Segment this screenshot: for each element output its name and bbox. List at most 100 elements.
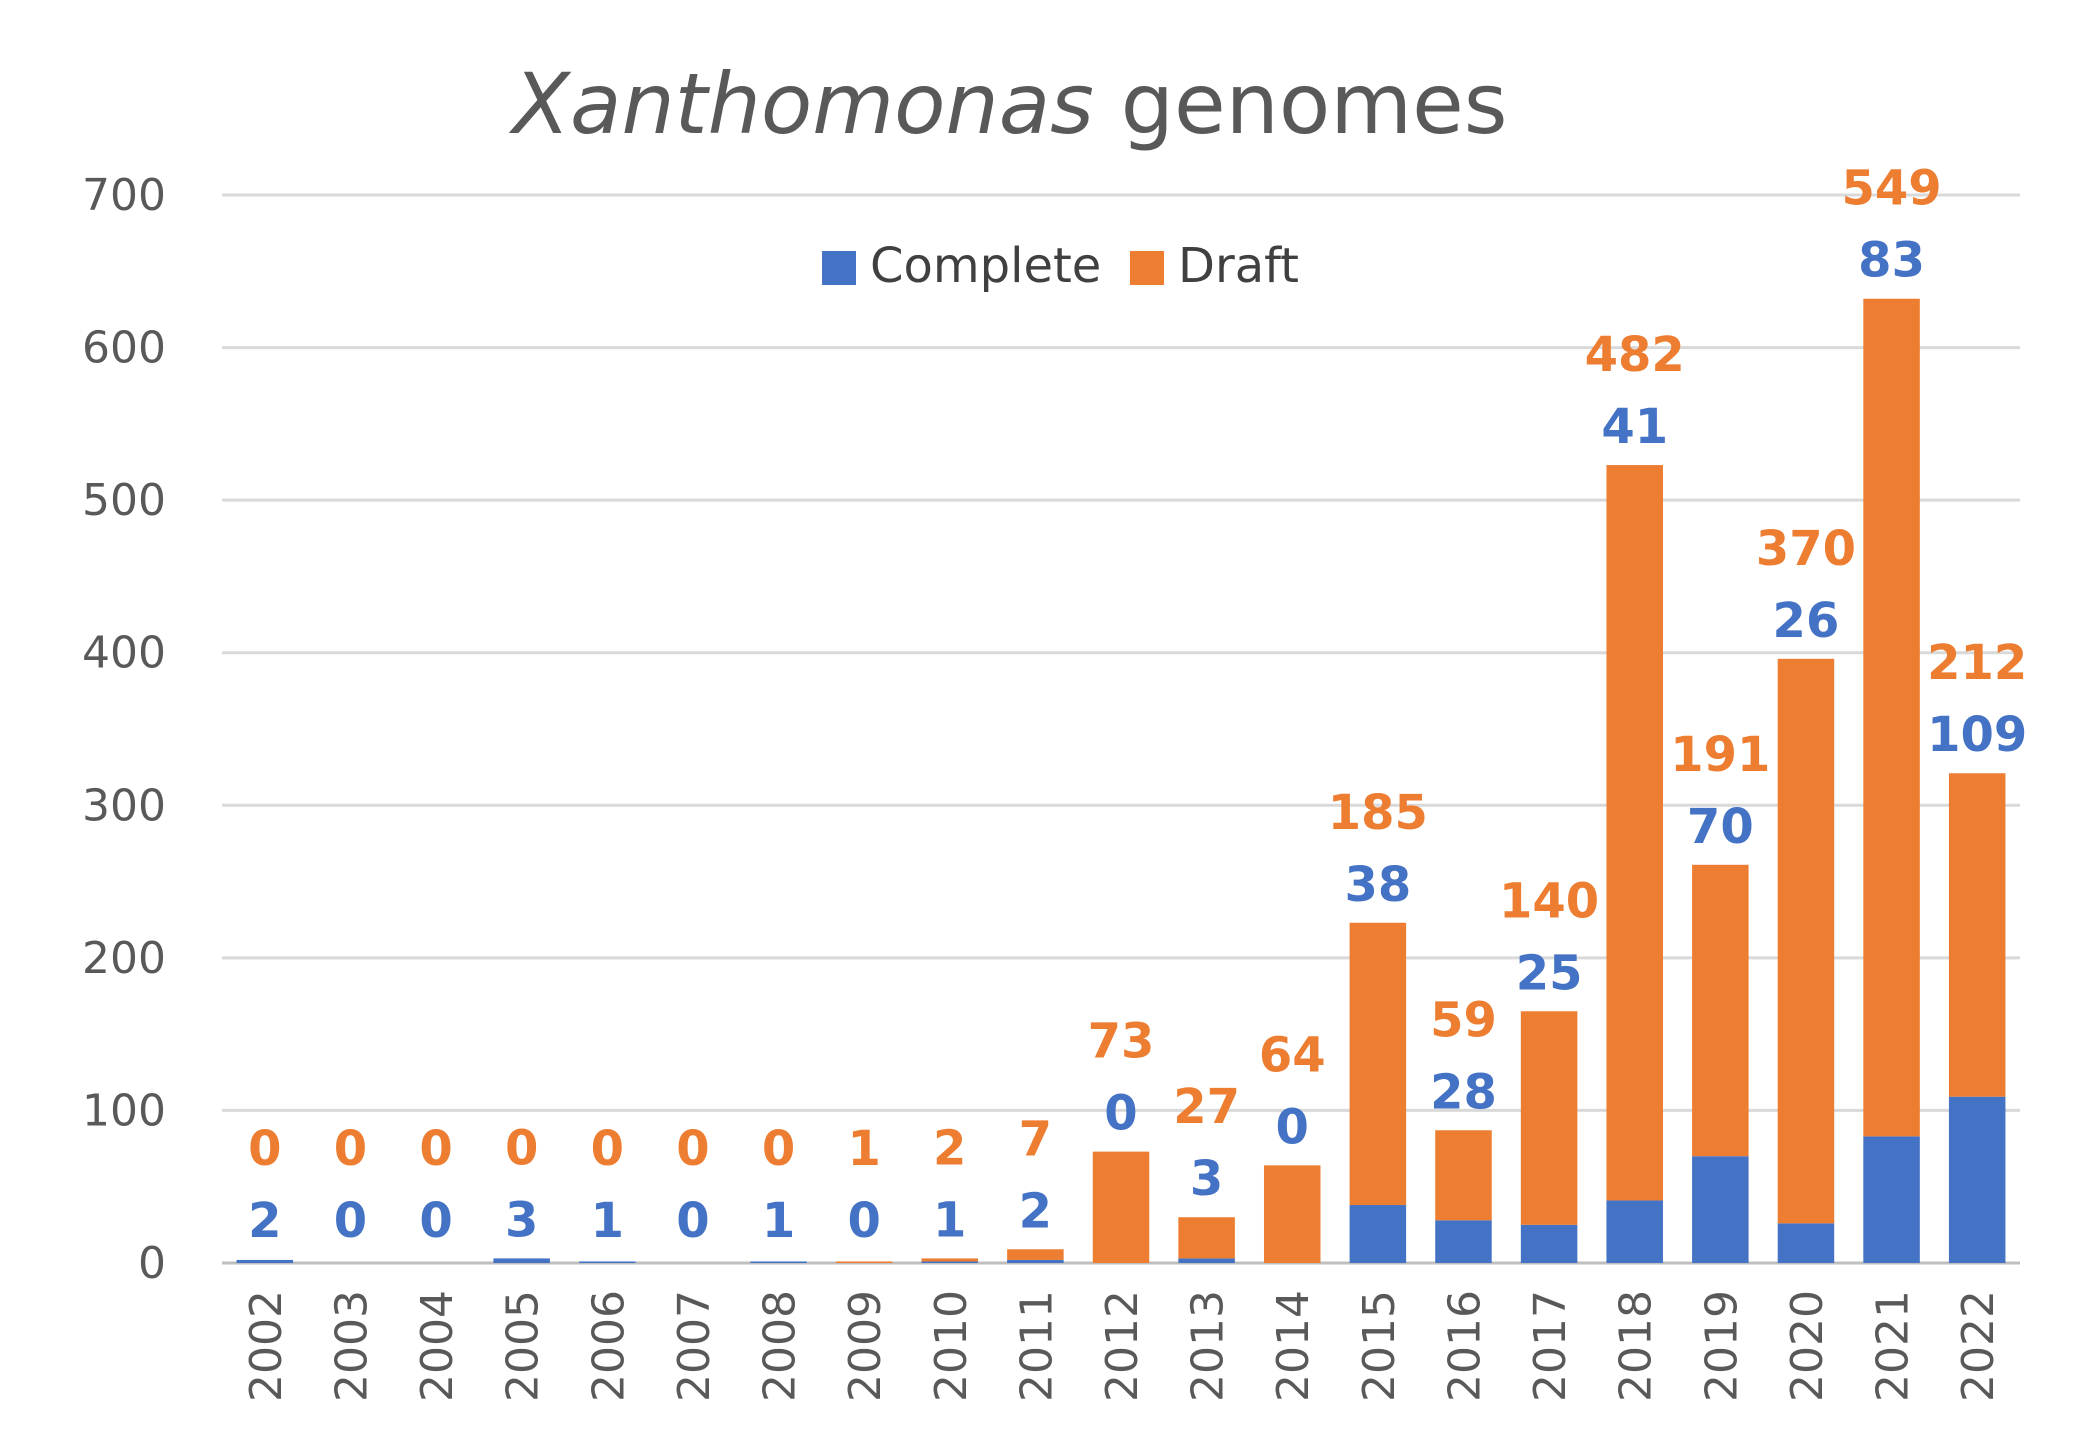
data-label-draft: 27 — [1173, 1079, 1240, 1135]
bar-complete — [1349, 1205, 1407, 1263]
data-label-complete: 83 — [1858, 233, 1925, 289]
x-tick-label: 2008 — [755, 1290, 806, 1402]
bar-draft — [1007, 1249, 1064, 1260]
data-label-draft: 73 — [1088, 1014, 1155, 1070]
legend-label-draft: Draft — [1178, 238, 1299, 294]
bar-draft — [1520, 1011, 1578, 1225]
bar-complete — [1948, 1096, 2006, 1263]
x-tick-label: 2005 — [498, 1290, 549, 1402]
data-label-draft: 549 — [1841, 161, 1941, 217]
x-tick-label: 2018 — [1611, 1290, 1662, 1402]
x-tick-label: 2012 — [1097, 1290, 1148, 1402]
bar-complete — [750, 1261, 807, 1263]
bar-draft — [1777, 658, 1835, 1224]
data-label-complete: 0 — [1104, 1086, 1137, 1142]
x-tick-label: 2022 — [1953, 1290, 2004, 1402]
bar-draft — [1349, 922, 1407, 1206]
data-label-complete: 25 — [1516, 945, 1583, 1001]
data-label-complete: 1 — [933, 1192, 966, 1248]
bar-draft — [835, 1261, 893, 1263]
data-label-draft: 59 — [1430, 992, 1497, 1048]
grid-layer — [222, 193, 2020, 1265]
data-label-complete: 28 — [1430, 1064, 1497, 1120]
x-tick-label: 2020 — [1782, 1290, 1833, 1402]
y-tick-label: 700 — [82, 170, 166, 221]
x-tick-label: 2006 — [583, 1290, 634, 1402]
bars-layer — [236, 298, 2006, 1263]
data-label-complete: 0 — [334, 1193, 367, 1249]
x-tick-label: 2011 — [1011, 1290, 1062, 1402]
bar-complete — [1520, 1224, 1578, 1263]
legend-swatch-complete — [822, 251, 856, 285]
x-tick-label: 2009 — [840, 1290, 891, 1402]
y-tick-label: 600 — [82, 323, 166, 374]
data-label-complete: 70 — [1687, 799, 1754, 855]
bar-draft — [1863, 298, 1920, 1137]
data-label-complete: 38 — [1344, 857, 1411, 913]
bar-draft — [1606, 465, 1663, 1201]
bar-complete — [1606, 1200, 1663, 1263]
data-label-draft: 7 — [1019, 1111, 1052, 1167]
data-label-complete: 0 — [676, 1193, 709, 1249]
bar-complete — [1178, 1258, 1235, 1263]
bar-draft — [1692, 864, 1749, 1157]
bar-draft — [1263, 1165, 1321, 1263]
data-label-draft: 0 — [676, 1121, 709, 1177]
legend-swatch-draft — [1130, 251, 1164, 285]
data-label-complete: 1 — [591, 1193, 624, 1249]
x-tick-label: 2017 — [1525, 1290, 1576, 1402]
chart-title-italic: Xanthomonas — [508, 55, 1094, 153]
x-tick-label: 2014 — [1268, 1290, 1319, 1402]
data-label-draft: 140 — [1499, 873, 1599, 929]
data-label-draft: 64 — [1259, 1027, 1326, 1083]
data-label-draft: 191 — [1670, 727, 1770, 783]
bar-draft — [1435, 1130, 1492, 1221]
chart-title: Xanthomonas genomes — [508, 55, 1507, 153]
data-label-complete: 2 — [1019, 1183, 1052, 1239]
bar-complete — [921, 1261, 979, 1263]
legend: Complete Draft — [822, 238, 1299, 294]
data-label-draft: 212 — [1927, 635, 2027, 691]
data-label-complete: 1 — [762, 1193, 795, 1249]
y-tick-label: 500 — [82, 475, 166, 526]
bar-draft — [1178, 1217, 1235, 1259]
y-tick-label: 300 — [82, 780, 166, 831]
data-label-draft: 2 — [933, 1120, 966, 1176]
bar-complete — [493, 1258, 550, 1263]
data-label-complete: 2 — [248, 1193, 281, 1249]
data-label-complete: 0 — [847, 1193, 880, 1249]
x-tick-label: 2007 — [669, 1290, 720, 1402]
bar-draft — [1092, 1151, 1150, 1263]
x-tick-label: 2019 — [1696, 1290, 1747, 1402]
data-label-draft: 482 — [1585, 327, 1685, 383]
data-label-complete: 3 — [505, 1192, 538, 1248]
data-label-complete: 41 — [1601, 399, 1668, 455]
y-tick-label: 400 — [82, 628, 166, 679]
bar-complete — [1435, 1220, 1492, 1263]
x-tick-label: 2021 — [1868, 1290, 1919, 1402]
data-label-complete: 109 — [1927, 707, 2027, 763]
y-tick-label: 100 — [82, 1085, 166, 1136]
data-label-draft: 0 — [334, 1121, 367, 1177]
data-label-draft: 0 — [762, 1121, 795, 1177]
bar-complete — [1692, 1156, 1749, 1263]
data-label-complete: 3 — [1190, 1151, 1223, 1207]
bar-complete — [579, 1261, 636, 1263]
legend-label-complete: Complete — [870, 238, 1101, 294]
bar-complete — [1863, 1136, 1920, 1263]
chart-title-rest: genomes — [1094, 55, 1508, 153]
x-tick-label: 2004 — [412, 1290, 463, 1402]
x-tick-label: 2016 — [1439, 1290, 1490, 1402]
data-label-draft: 0 — [505, 1120, 538, 1176]
x-tick-label: 2013 — [1183, 1290, 1234, 1402]
data-label-draft: 0 — [248, 1121, 281, 1177]
data-label-draft: 185 — [1328, 785, 1428, 841]
y-tick-label: 0 — [138, 1238, 166, 1289]
y-tick-label: 200 — [82, 933, 166, 984]
bar-complete — [1007, 1259, 1064, 1263]
data-label-complete: 0 — [419, 1193, 452, 1249]
